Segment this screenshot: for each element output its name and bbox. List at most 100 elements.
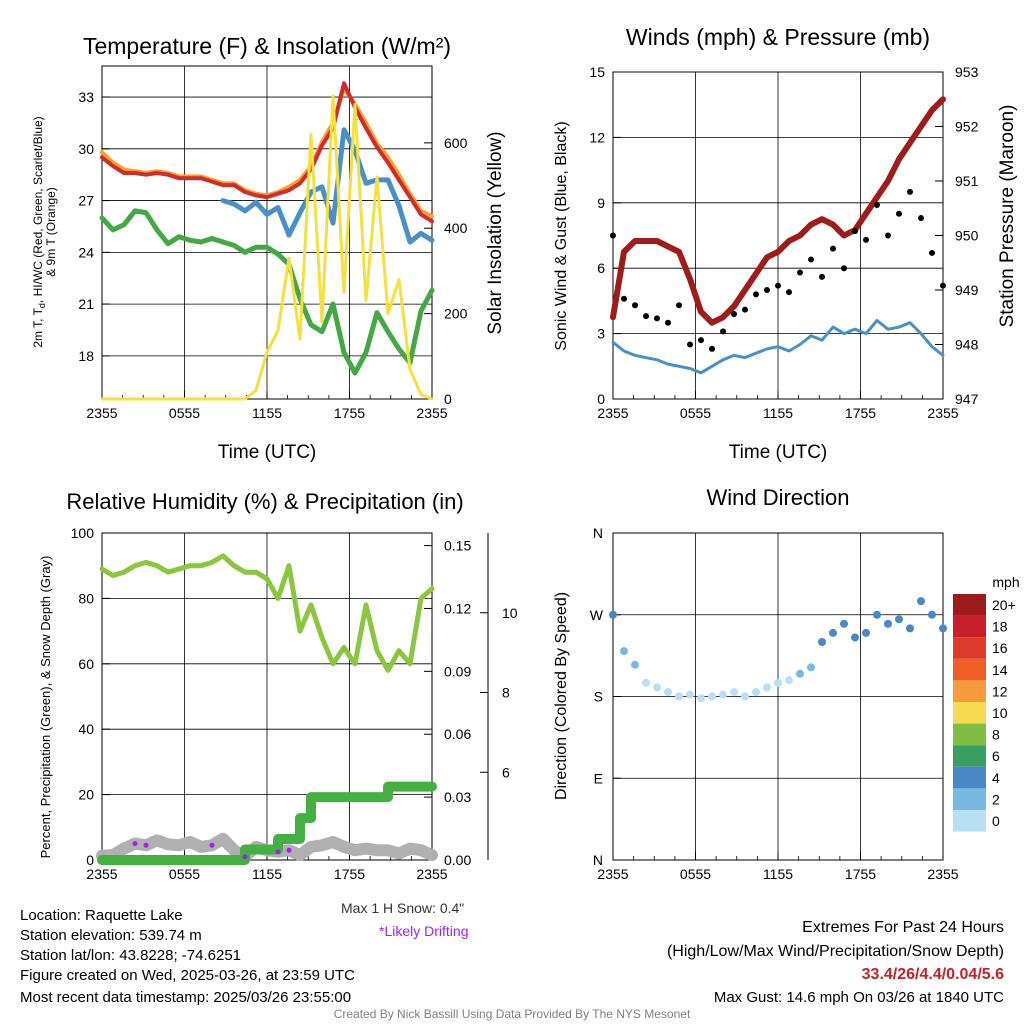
temp-2m-line [100, 81, 434, 224]
info-recent: Most recent data timestamp: 2025/03/26 2… [20, 989, 352, 1006]
winds-ytick-label: 15 [589, 64, 605, 80]
dir-point [785, 676, 793, 685]
temp-ytick-label: 27 [78, 193, 94, 209]
winds-gust-point [830, 245, 836, 252]
dir-point [818, 638, 826, 646]
winds-ytick-label: 6 [597, 260, 605, 276]
winds-gust-point [841, 265, 847, 272]
dir-ytick-label: S [594, 689, 603, 705]
dir-point [917, 597, 925, 606]
rh-ytick-label: 100 [71, 525, 95, 541]
temp-ytick-label: 30 [78, 141, 94, 157]
winds-gust-point [709, 345, 715, 352]
winds-ytick-label: 0 [597, 391, 605, 407]
rh-xtick-label: 2355 [416, 866, 447, 882]
winds-gust-point [808, 256, 814, 263]
rh-drift-marker [132, 841, 138, 847]
dir-legend-label: 14 [992, 662, 1008, 678]
dir-legend-title: mph [992, 574, 1019, 590]
winds-gust-point [940, 282, 946, 289]
winds-y2tick-label: 949 [955, 282, 979, 298]
extremes-title: Extremes For Past 24 Hours [802, 919, 1004, 936]
winds-gust-point [676, 302, 682, 309]
winds-gust-point [764, 287, 770, 293]
temp-ylabel: 2m T, Td, HI/WC (Red, Green, Scarlet/Blu… [31, 116, 58, 347]
rh-ylabel: Percent, Precipitation (Green), & Snow D… [38, 556, 53, 859]
temp-y2label: Solar Insolation (Yellow) [485, 131, 506, 334]
winds-y2tick-label: 947 [955, 391, 979, 407]
temp-ytick-label: 24 [78, 244, 94, 260]
dir-xtick-label: 2355 [927, 866, 958, 882]
dir-legend-label: 18 [992, 619, 1008, 635]
winds-ytick-label: 3 [597, 326, 605, 342]
winds-y2tick-label: 952 [955, 119, 979, 135]
winds-gust-point [698, 337, 704, 344]
winds-y2tick-label: 948 [955, 337, 979, 353]
dir-point [807, 663, 815, 672]
dir-legend-swatch [953, 680, 986, 702]
temp-ytick-label: 18 [78, 348, 94, 364]
extremes-subtitle: (High/Low/Max Wind/Precipitation/Snow De… [666, 943, 1004, 960]
dir-point [862, 628, 870, 637]
rh-ytick-label: 20 [78, 787, 94, 803]
rh-precip-line [97, 781, 437, 865]
winds-xtick-label: 0555 [680, 405, 711, 421]
temp-y2tick-label: 600 [444, 135, 468, 151]
dir-legend-label: 4 [992, 770, 1000, 786]
rh-y3tick-label: 6 [502, 764, 510, 780]
winds-ytick-label: 12 [589, 129, 605, 145]
winds-sonic-wind-line [611, 319, 945, 375]
rh-y2tick-label: 0.06 [444, 726, 471, 742]
rh-ytick-label: 60 [78, 656, 94, 672]
dir-point [906, 624, 914, 633]
dir-legend-swatch [953, 788, 986, 810]
credit-line: Created By Nick Bassill Using Data Provi… [333, 1007, 691, 1021]
dir-point [620, 647, 628, 656]
rh-y3tick-label: 8 [502, 685, 510, 701]
dir-ytick-label: W [590, 607, 604, 623]
dir-legend-label: 6 [992, 748, 1000, 764]
info-latlon: Station lat/lon: 43.8228; -74.6251 [20, 947, 242, 964]
rh-y2tick-label: 0.12 [444, 600, 471, 616]
winds-xlabel: Time (UTC) [729, 442, 828, 463]
winds-y2tick-label: 951 [955, 173, 979, 189]
info-created: Figure created on Wed, 2025-03-26, at 23… [20, 967, 355, 984]
dir-ytick-label: E [594, 770, 603, 786]
dir-ylabel: Direction (Colored By Speed) [553, 592, 570, 800]
rh-xtick-label: 2355 [86, 866, 117, 882]
rh-drift-marker [209, 842, 215, 848]
rh-drift-marker [286, 847, 292, 853]
winds-y2tick-label: 950 [955, 228, 979, 244]
temp-xtick-label: 2355 [416, 405, 447, 421]
rh-y2tick-label: 0.09 [444, 663, 471, 679]
dir-point [653, 683, 661, 692]
dir-point [609, 610, 617, 619]
rh-y2tick-label: 0.03 [444, 789, 471, 805]
rh-xtick-label: 1155 [252, 866, 282, 882]
dir-point [928, 610, 936, 619]
rh-drift-marker [275, 849, 281, 855]
winds-gust-point [863, 236, 869, 243]
dir-legend-label: 20+ [992, 597, 1016, 613]
dir-point [752, 687, 760, 696]
winds-gust-point [907, 188, 913, 195]
winds-title: Winds (mph) & Pressure (mb) [626, 24, 930, 50]
rh-ytick-label: 40 [78, 721, 94, 737]
winds-gust-point [929, 249, 935, 256]
dir-point [664, 687, 672, 696]
dir-point [741, 692, 749, 701]
dir-legend-label: 2 [992, 791, 1000, 807]
dir-point [697, 694, 705, 703]
dir-legend-swatch [953, 637, 986, 659]
rh-ytick-label: 0 [86, 852, 94, 868]
temp-dewpoint-line [99, 208, 435, 376]
winds-gust-point [896, 210, 902, 217]
dir-point [763, 683, 771, 692]
winds-ytick-label: 9 [597, 195, 605, 211]
rh-drift-marker [242, 854, 248, 860]
winds-pressure-line [610, 96, 946, 326]
dir-ytick-label: N [593, 525, 603, 541]
dir-point [730, 687, 738, 696]
dir-point [851, 633, 859, 642]
dir-point [642, 678, 650, 687]
